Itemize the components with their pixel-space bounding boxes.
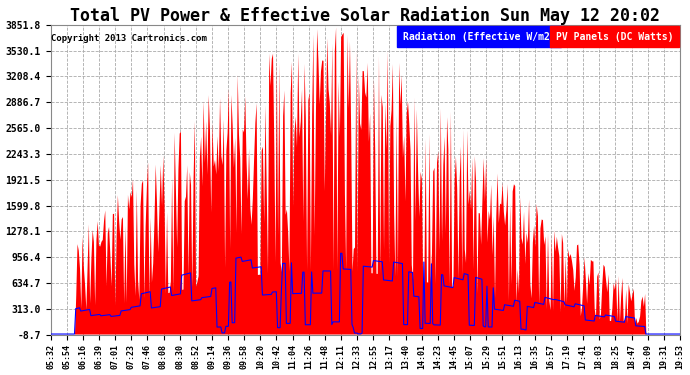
Legend: Radiation (Effective W/m2), PV Panels (DC Watts): Radiation (Effective W/m2), PV Panels (D… <box>401 30 675 44</box>
Text: Copyright 2013 Cartronics.com: Copyright 2013 Cartronics.com <box>51 34 207 43</box>
Title: Total PV Power & Effective Solar Radiation Sun May 12 20:02: Total PV Power & Effective Solar Radiati… <box>70 6 660 24</box>
